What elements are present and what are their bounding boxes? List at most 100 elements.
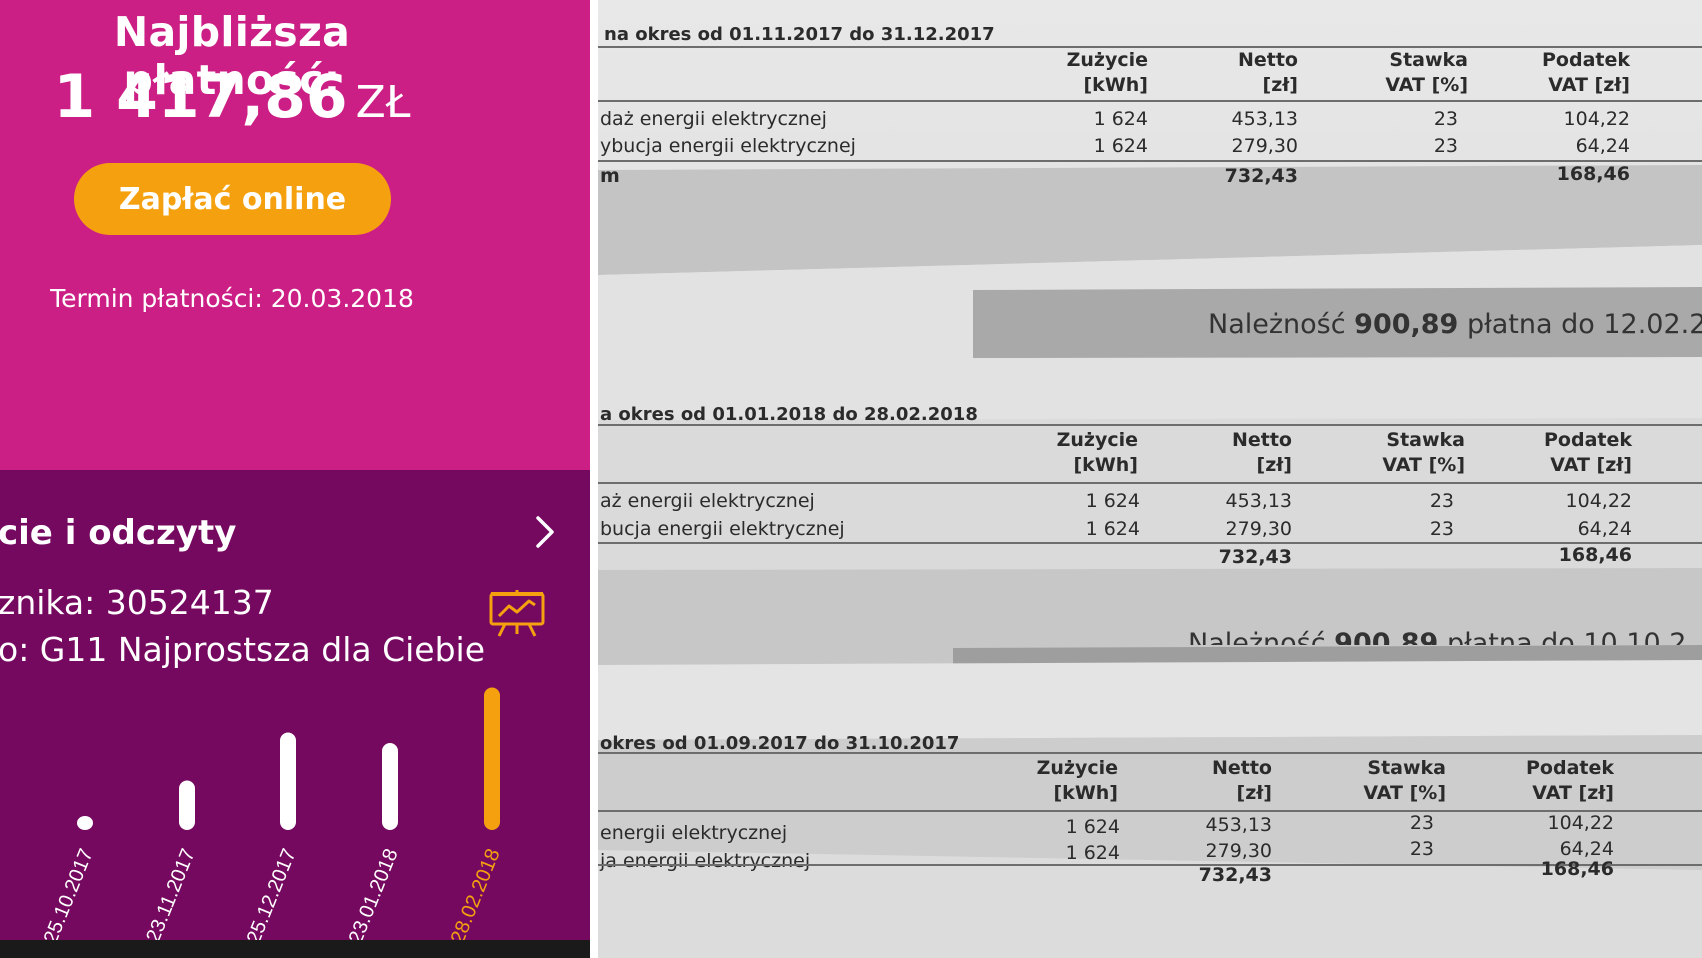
header-vat-rate: Stawka VAT [%] bbox=[1338, 48, 1468, 98]
chart-tick-label: 28.02.2018 bbox=[447, 846, 505, 940]
header-usage-label: Zużycie bbox=[1036, 757, 1118, 779]
header-vat-tax: Podatek VAT [zł] bbox=[1498, 48, 1630, 98]
due-suffix: płatna do 12.02.2 bbox=[1458, 309, 1702, 340]
chart-tick-label: 23.01.2018 bbox=[345, 846, 403, 940]
chart-tick-label: 23.11.2017 bbox=[142, 846, 199, 940]
due-amount: 900,89 bbox=[1334, 628, 1439, 659]
next-payment-title: Najbliższa płatność: bbox=[113, 8, 351, 104]
next-payment-amount: 1 417,86 ZŁ bbox=[0, 62, 464, 132]
next-payment-panel: Najbliższa płatność: 1 417,86 ZŁ Zapłać o… bbox=[0, 0, 590, 470]
header-vat-rate: Stawka VAT [%] bbox=[1314, 756, 1446, 806]
row-net: 453,13 bbox=[1225, 490, 1292, 512]
header-rate-unit: VAT [%] bbox=[1363, 782, 1446, 804]
paper-background bbox=[598, 0, 1702, 958]
row-usage: 1 624 bbox=[1093, 135, 1148, 157]
header-rate-label: Stawka bbox=[1367, 757, 1446, 779]
row-label: bucja energii elektrycznej bbox=[600, 518, 845, 540]
chart-tick-label: 25.12.2017 bbox=[243, 846, 301, 940]
header-usage-unit: [kWh] bbox=[1053, 782, 1119, 804]
presentation-chart-icon[interactable] bbox=[487, 588, 547, 638]
row-usage: 1 624 bbox=[1085, 518, 1140, 540]
chart-bar[interactable] bbox=[179, 780, 195, 831]
amount-due-banner: Należność 900,89 płatna do 10.10.2 bbox=[1188, 628, 1687, 659]
total-label: m bbox=[600, 165, 620, 187]
chart-bar[interactable] bbox=[77, 816, 93, 830]
row-tax: 64,24 bbox=[1559, 838, 1614, 860]
row-rate: 23 bbox=[1433, 108, 1458, 130]
row-label: ybucja energii elektrycznej bbox=[600, 135, 856, 157]
row-net: 279,30 bbox=[1225, 518, 1292, 540]
header-rate-label: Stawka bbox=[1389, 49, 1468, 71]
row-usage: 1 624 bbox=[1065, 842, 1120, 864]
row-label: daż energii elektrycznej bbox=[600, 108, 827, 130]
due-suffix: płatna do 10.10.2 bbox=[1438, 628, 1687, 659]
usage-bar-chart: 25.10.2017 23.11.2017 25.12.2017 23.01.2018… bbox=[40, 687, 505, 940]
billing-period: a okres od 01.01.2018 do 28.02.2018 bbox=[600, 404, 978, 425]
header-net-label: Netto bbox=[1237, 49, 1298, 71]
row-tax: 104,22 bbox=[1565, 490, 1632, 512]
scanned-invoice: na okres od 01.11.2017 do 31.12.2017 Zuż… bbox=[598, 0, 1702, 958]
header-rate-unit: VAT [%] bbox=[1382, 454, 1465, 476]
total-tax: 168,46 bbox=[1540, 858, 1614, 880]
table-rule bbox=[598, 482, 1702, 484]
billing-period: na okres od 01.11.2017 do 31.12.2017 bbox=[604, 24, 995, 45]
header-net-unit: [zł] bbox=[1236, 782, 1272, 804]
header-rate-unit: VAT [%] bbox=[1385, 74, 1468, 96]
header-vat-rate: Stawka VAT [%] bbox=[1333, 428, 1465, 478]
due-amount: 900,89 bbox=[1354, 309, 1459, 340]
header-usage-unit: [kWh] bbox=[1083, 74, 1149, 96]
meter-number: znika: 30524137 bbox=[0, 583, 274, 622]
image-divider bbox=[590, 0, 598, 958]
usage-readings-panel[interactable]: cie i odczyty znika: 30524137 o: G11 Naj… bbox=[0, 470, 590, 940]
chart-bar[interactable] bbox=[382, 743, 398, 830]
header-usage-unit: [kWh] bbox=[1073, 454, 1139, 476]
chevron-right-icon[interactable] bbox=[530, 512, 560, 552]
row-label: energii elektrycznej bbox=[600, 822, 788, 844]
header-tax-label: Podatek bbox=[1525, 757, 1614, 779]
row-rate: 23 bbox=[1409, 838, 1434, 860]
due-prefix: Należność bbox=[1208, 309, 1355, 340]
row-usage: 1 624 bbox=[1093, 108, 1148, 130]
total-net: 732,43 bbox=[1218, 546, 1292, 568]
row-net: 453,13 bbox=[1231, 108, 1298, 130]
table-rule bbox=[598, 46, 1702, 48]
header-net-label: Netto bbox=[1211, 757, 1272, 779]
row-label: ja energii elektrycznej bbox=[600, 850, 811, 872]
pay-online-button[interactable]: Zapłać online bbox=[74, 163, 391, 235]
row-tax: 104,22 bbox=[1547, 812, 1614, 834]
row-net: 453,13 bbox=[1205, 814, 1272, 836]
chart-bar[interactable] bbox=[484, 687, 500, 831]
readings-title: cie i odczyty bbox=[0, 513, 237, 553]
header-tax-label: Podatek bbox=[1543, 429, 1632, 451]
chart-bar[interactable] bbox=[280, 732, 296, 831]
tariff-name: o: G11 Najprostsza dla Ciebie bbox=[0, 630, 486, 669]
row-usage: 1 624 bbox=[1065, 816, 1120, 838]
header-net: Netto [zł] bbox=[1188, 48, 1298, 98]
table-rule bbox=[598, 160, 1702, 162]
table-rule bbox=[598, 810, 1702, 812]
row-tax: 64,24 bbox=[1575, 135, 1630, 157]
row-rate: 23 bbox=[1409, 812, 1434, 834]
amount-due-banner: Należność 900,89 płatna do 12.02.2 bbox=[1208, 309, 1702, 340]
header-net-label: Netto bbox=[1231, 429, 1292, 451]
header-usage: Zużycie [kWh] bbox=[1028, 428, 1138, 478]
header-rate-label: Stawka bbox=[1386, 429, 1465, 451]
header-vat-tax: Podatek VAT [zł] bbox=[1482, 756, 1614, 806]
header-tax-unit: VAT [zł] bbox=[1550, 454, 1632, 476]
header-tax-unit: VAT [zł] bbox=[1548, 74, 1630, 96]
header-net: Netto [zł] bbox=[1182, 428, 1292, 478]
row-tax: 104,22 bbox=[1563, 108, 1630, 130]
currency-label: ZŁ bbox=[355, 77, 411, 128]
chart-tick-label: 25.10.2017 bbox=[40, 846, 98, 940]
row-label: aż energii elektrycznej bbox=[600, 490, 815, 512]
header-usage: Zużycie [kWh] bbox=[1008, 756, 1118, 806]
header-vat-tax: Podatek VAT [zł] bbox=[1500, 428, 1632, 478]
bottom-bar bbox=[0, 940, 590, 958]
table-rule bbox=[598, 752, 1702, 754]
header-tax-unit: VAT [zł] bbox=[1532, 782, 1614, 804]
total-tax: 168,46 bbox=[1556, 163, 1630, 185]
table-rule bbox=[598, 424, 1702, 426]
table-rule bbox=[598, 864, 1702, 866]
total-tax: 168,46 bbox=[1558, 544, 1632, 566]
due-prefix: Należność bbox=[1188, 628, 1335, 659]
